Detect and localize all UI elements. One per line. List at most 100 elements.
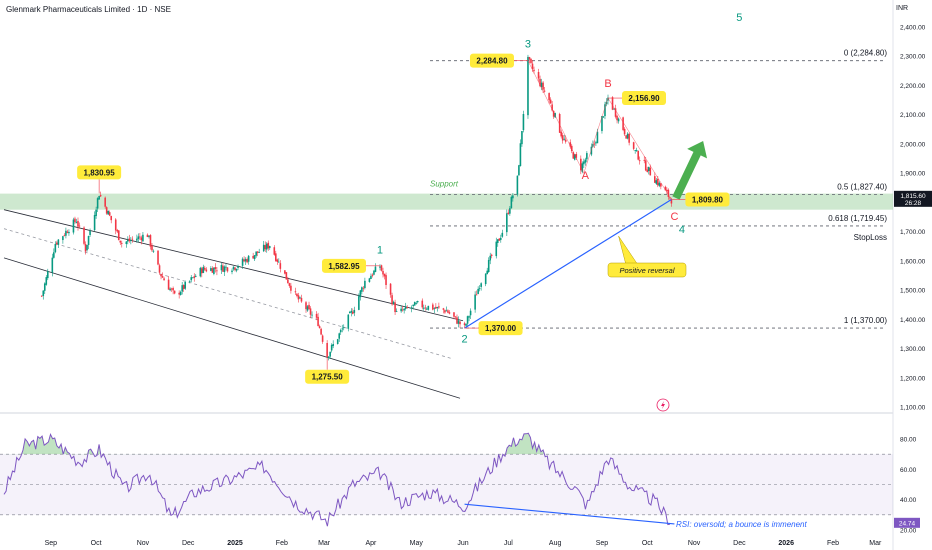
- candle-body: [149, 235, 152, 247]
- candle-body: [564, 139, 567, 142]
- candle-body: [560, 131, 562, 137]
- rsi-tick-label: 20.00: [900, 528, 917, 535]
- candle-body: [352, 311, 354, 314]
- candle-body: [290, 285, 292, 291]
- candle-body: [339, 330, 342, 333]
- candle-body: [255, 251, 257, 256]
- arrow-shape: [672, 140, 708, 200]
- candle-body: [625, 135, 627, 139]
- candle-body: [480, 283, 482, 287]
- candle-body: [265, 243, 268, 250]
- candle-body: [136, 238, 138, 241]
- candle-body: [173, 290, 176, 294]
- wave-label: A: [582, 170, 590, 182]
- price-tick-label: 2,100.00: [900, 112, 926, 119]
- candle-body: [416, 301, 419, 303]
- candle-body: [380, 265, 383, 271]
- candle-body: [194, 275, 197, 277]
- candle-body: [478, 288, 481, 290]
- price-tick-label: 2,400.00: [900, 25, 926, 32]
- candle-body: [320, 328, 322, 335]
- candle-body: [391, 295, 393, 305]
- candle-body: [442, 308, 445, 310]
- candle-body: [509, 208, 511, 214]
- lightning-icon: [656, 398, 670, 412]
- candle-body: [241, 258, 244, 266]
- candle-body: [332, 343, 334, 346]
- candle-body: [66, 231, 69, 233]
- candle-body: [284, 270, 286, 274]
- candle-body: [435, 306, 437, 309]
- x-tick-label: Apr: [365, 540, 377, 547]
- candle-body: [210, 268, 212, 271]
- candle-body: [146, 234, 149, 237]
- candle-body: [655, 180, 658, 184]
- candle-body: [110, 215, 113, 221]
- candle-body: [317, 316, 319, 326]
- candle-body: [216, 270, 218, 272]
- candle-body: [448, 312, 451, 314]
- candle-body: [347, 314, 350, 329]
- candle-body: [288, 283, 291, 286]
- x-tick-label: 2025: [227, 540, 243, 547]
- candle-body: [225, 266, 227, 268]
- candle-body: [232, 266, 235, 270]
- candle-body: [667, 189, 670, 197]
- candle-body: [415, 302, 418, 304]
- price-label-text: 2,284.80: [476, 57, 508, 66]
- candle-body: [654, 176, 656, 183]
- wave-label: 3: [525, 38, 531, 50]
- candle-body: [617, 118, 620, 122]
- candle-body: [447, 310, 449, 313]
- candle-body: [445, 310, 448, 312]
- candle-body: [584, 159, 587, 163]
- candle-body: [374, 266, 377, 272]
- wave-label: 1: [377, 245, 383, 257]
- x-tick-label: Feb: [276, 540, 288, 547]
- candle-body: [54, 243, 57, 253]
- price-tick-label: 1,200.00: [900, 375, 926, 382]
- price-tick-label: 1,400.00: [900, 317, 926, 324]
- candle-body: [436, 306, 439, 309]
- candle-body: [638, 160, 641, 162]
- candle-body: [383, 273, 386, 277]
- candle-body: [607, 97, 609, 101]
- candle-body: [318, 326, 321, 329]
- candle-body: [178, 292, 180, 295]
- candle-body: [586, 153, 588, 160]
- candle-body: [595, 142, 597, 144]
- candle-body: [453, 312, 455, 317]
- candle-body: [190, 277, 193, 281]
- candle-body: [107, 210, 109, 215]
- wave-label: 5: [736, 12, 742, 24]
- candle-body: [326, 342, 328, 358]
- candle-body: [531, 63, 534, 70]
- candle-body: [412, 304, 415, 307]
- candle-body: [311, 314, 313, 316]
- candle-body: [137, 236, 140, 239]
- candle-body: [530, 58, 532, 63]
- candle-body: [459, 321, 461, 325]
- candle-body: [463, 323, 466, 326]
- candle-body: [62, 236, 64, 241]
- candle-body: [45, 277, 48, 285]
- x-tick-label: Sep: [45, 540, 58, 547]
- rsi-divergence-line: [464, 503, 675, 525]
- candle-body: [338, 333, 341, 339]
- price-label-box: [321, 258, 366, 273]
- candle-body: [142, 234, 144, 242]
- candle-body: [394, 302, 396, 313]
- reversal-arrow: [672, 140, 708, 200]
- candle-body: [670, 199, 673, 204]
- candle-body: [382, 270, 384, 275]
- candle-body: [86, 244, 88, 251]
- candle-body: [329, 351, 331, 357]
- candle-body: [279, 263, 282, 269]
- candle-body: [359, 290, 362, 298]
- x-tick-label: May: [410, 540, 424, 547]
- price-label-text: 1,830.95: [84, 168, 116, 177]
- candle-body: [548, 93, 550, 101]
- candle-body: [422, 307, 425, 309]
- candle-body: [516, 175, 519, 195]
